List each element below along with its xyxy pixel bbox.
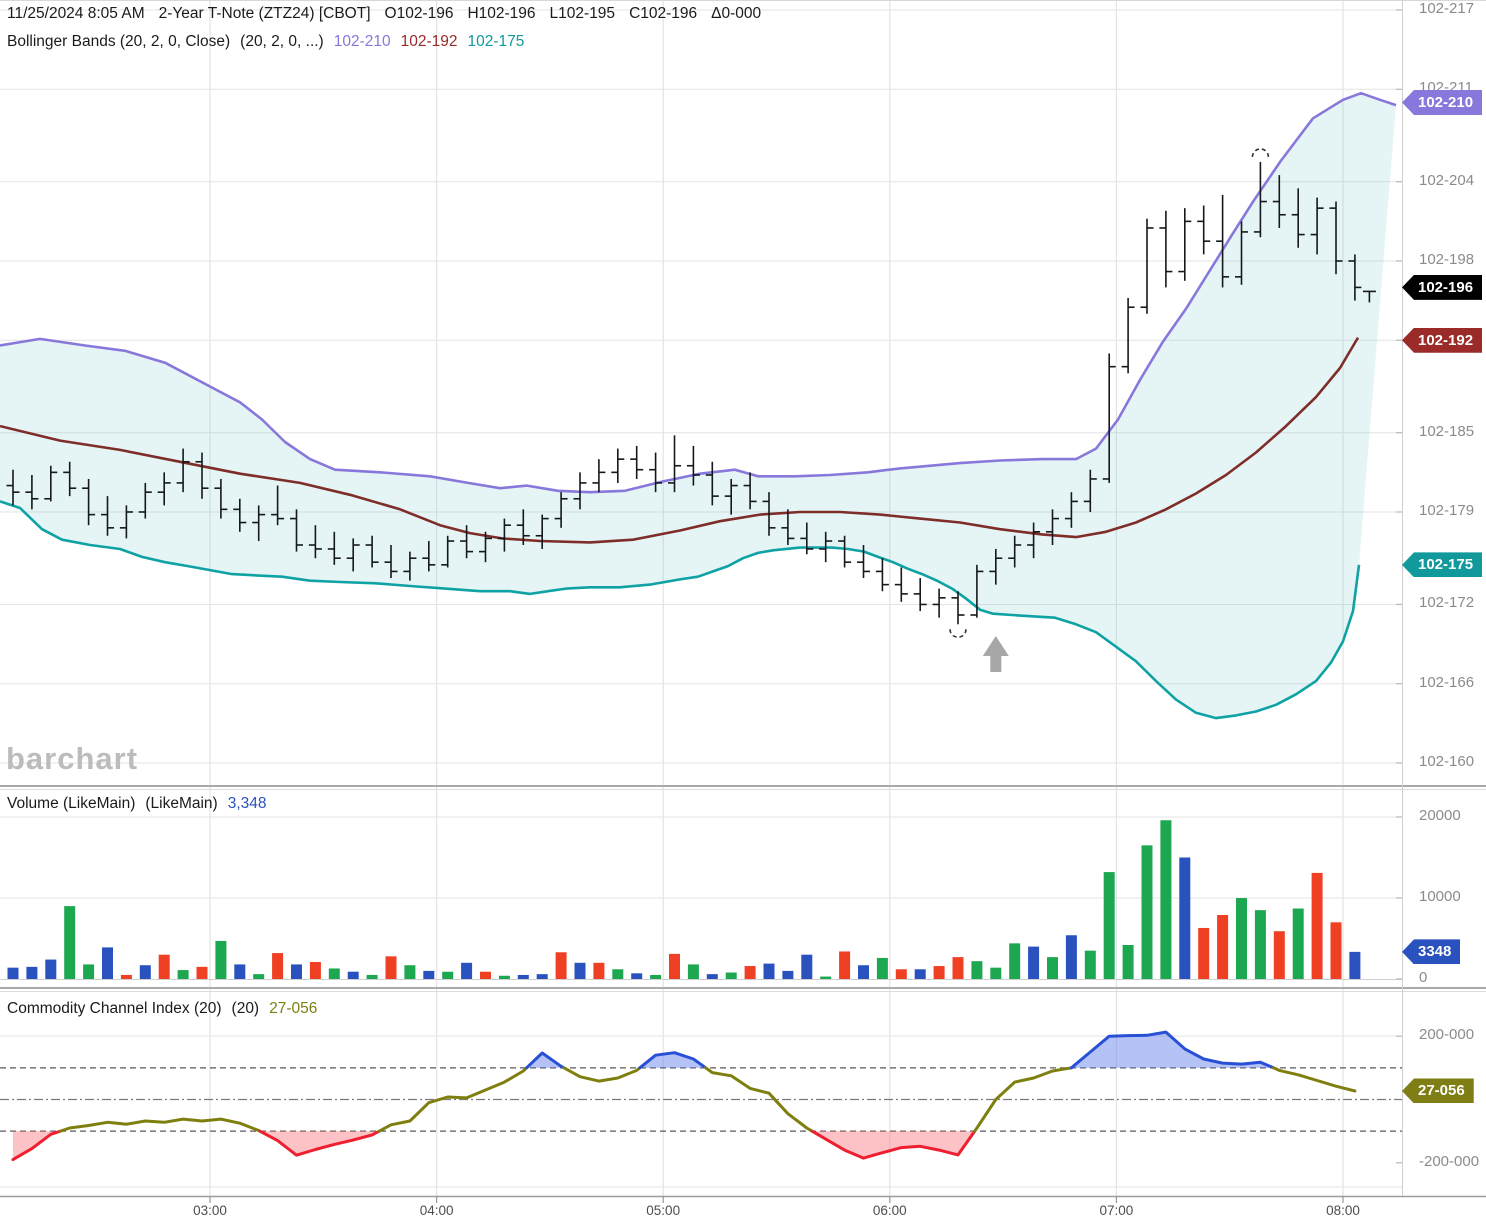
bollinger-bands	[0, 91, 1397, 720]
ohlc-bars	[6, 161, 1362, 625]
volume-bars	[0, 820, 1402, 980]
up-arrow-icon	[982, 636, 1009, 672]
markers	[949, 148, 1376, 672]
gridlines	[0, 0, 1402, 1196]
cci-plot	[0, 1030, 1402, 1162]
